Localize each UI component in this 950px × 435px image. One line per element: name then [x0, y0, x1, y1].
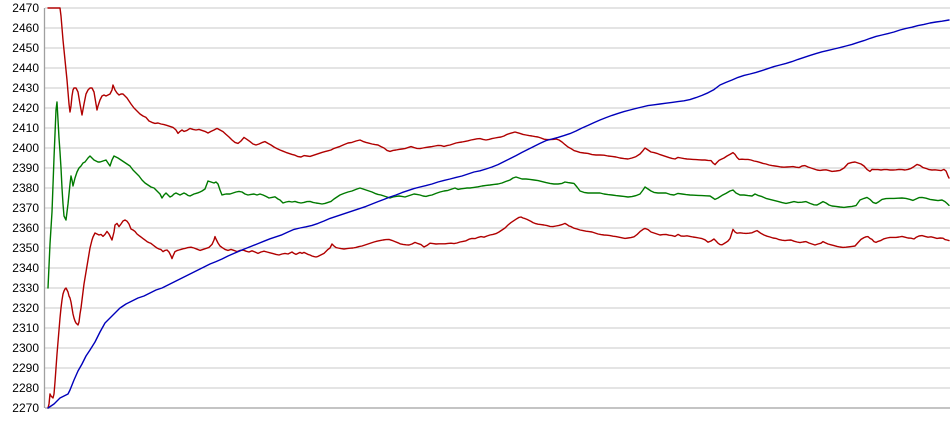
y-axis-tick-label: 2440 [12, 61, 39, 75]
y-axis-tick-label: 2380 [12, 181, 39, 195]
series-upper-band-red-line [47, 7, 950, 179]
y-axis-tick-label: 2330 [12, 281, 39, 295]
y-axis: 2270 2280 2290 2300 2310 2320 2330 2340 2350 2360… [0, 0, 41, 435]
y-axis-tick-label: 2450 [12, 41, 39, 55]
y-axis-tick-label: 2410 [12, 121, 39, 135]
y-axis-tick-label: 2280 [12, 381, 39, 395]
y-axis-tick-label: 2310 [12, 321, 39, 335]
y-axis-tick-label: 2430 [12, 81, 39, 95]
y-axis-tick-label: 2340 [12, 261, 39, 275]
y-axis-tick-label: 2370 [12, 201, 39, 215]
y-axis-tick-label: 2360 [12, 221, 39, 235]
y-axis-tick-label: 2420 [12, 101, 39, 115]
y-axis-tick-label: 2390 [12, 161, 39, 175]
y-axis-tick-label: 2290 [12, 361, 39, 375]
y-axis-tick-label: 2400 [12, 141, 39, 155]
y-axis-tick-label: 2460 [12, 21, 39, 35]
series-lower-band-red-line [47, 216, 950, 409]
y-axis-tick-label: 2320 [12, 301, 39, 315]
series-middle-green-line [47, 101, 950, 289]
y-axis-tick-label: 2300 [12, 341, 39, 355]
y-axis-tick-label: 2470 [12, 1, 39, 15]
y-axis-tick-label: 2270 [12, 401, 39, 415]
series-cumulative-blue-line [47, 19, 950, 409]
y-axis-tick-label: 2350 [12, 241, 39, 255]
